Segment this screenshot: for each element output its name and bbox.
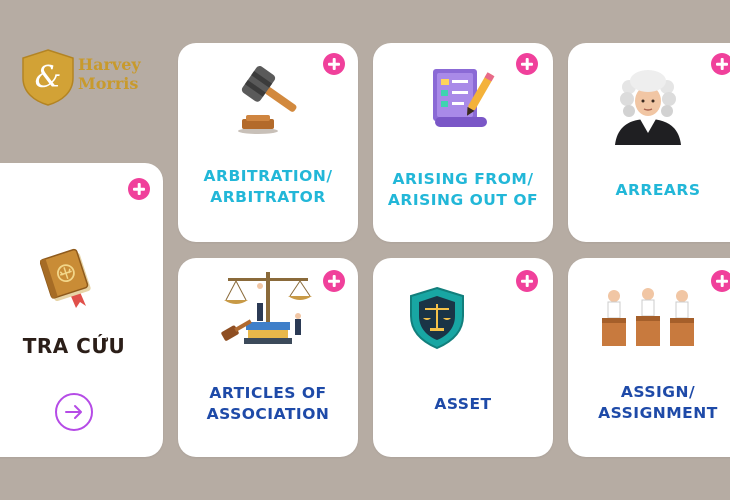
add-icon[interactable] [711,53,730,75]
add-icon[interactable] [516,270,538,292]
scales-of-justice-icon [221,272,312,344]
term-card-arising[interactable]: ARISING FROM/ARISING OUT OF [373,43,553,242]
term-label-arising: ARISING FROM/ARISING OUT OF [387,170,539,209]
term-label-arrears: ARREARS [615,181,701,199]
add-icon[interactable] [516,53,538,75]
term-card-asset[interactable]: ASSET [373,258,553,457]
logo-monogram: & [35,60,62,95]
logo-line-2: Morris [78,74,139,93]
add-icon[interactable] [128,178,150,200]
term-card-articles[interactable]: ARTICLES OF ASSOCIATION [178,258,358,457]
term-card-arrears[interactable]: ARREARS [568,43,730,242]
term-card-assign[interactable]: ASSIGN/ASSIGNMENT [568,258,730,457]
term-label-asset: ASSET [434,395,492,413]
add-icon[interactable] [323,270,345,292]
courtroom-icon [602,288,694,346]
arrow-right-circle-icon[interactable] [55,393,93,431]
logo-shield-icon: & [22,49,74,106]
add-icon[interactable] [711,270,730,292]
brand-logo: & Harvey Morris [20,48,160,108]
term-label-articles: ARTICLES OF ASSOCIATION [206,384,330,423]
term-label-arbitration: ARBITRATION/ARBITRATOR [203,167,333,206]
contract-document-icon [433,69,495,127]
add-icon[interactable] [323,53,345,75]
justice-shield-icon [410,286,464,350]
term-card-arbitration[interactable]: ARBITRATION/ARBITRATOR [178,43,358,242]
judge-avatar-icon [615,70,681,145]
term-label-assign: ASSIGN/ASSIGNMENT [598,383,718,422]
logo-line-1: Harvey [78,55,141,74]
law-book-icon [40,248,91,308]
tra-cuu-title: TRA CỨU [22,334,126,358]
gavel-icon [238,66,297,134]
